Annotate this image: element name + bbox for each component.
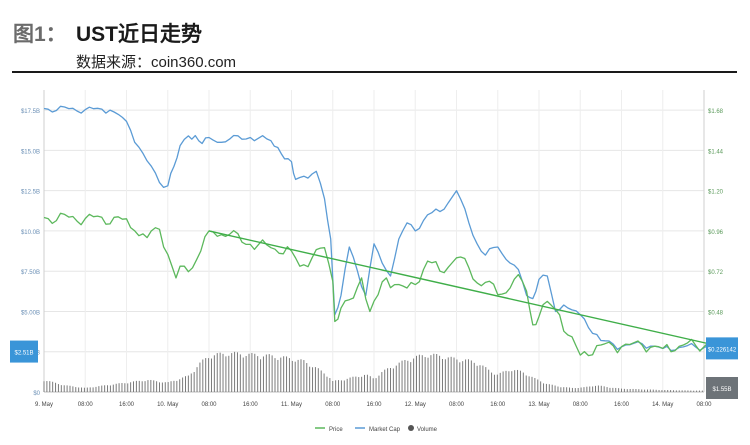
left-tick-label: $0 — [33, 391, 40, 397]
x-tick-label: 9. May — [35, 402, 53, 408]
x-tick-label: 08:00 — [573, 402, 589, 408]
right-tick-label: $1.20 — [708, 190, 724, 196]
x-tick-label: 10. May — [157, 402, 178, 408]
figure-title: UST近日走势 — [76, 23, 202, 46]
market-cap-tag-text: $2.51B — [14, 351, 33, 357]
left-tick-label: $10.0B — [21, 230, 40, 236]
x-tick-label: 16:00 — [119, 402, 135, 408]
legend-market-cap-label: Market Cap — [369, 427, 401, 433]
left-tick-label: $7.50B — [21, 270, 40, 276]
price-tag-text: $0.226142 — [708, 347, 737, 353]
right-tick-label: $0.72 — [708, 270, 724, 276]
figure-source: 数据来源：coin360.com — [76, 54, 237, 71]
left-tick-label: $15.0B — [21, 149, 40, 155]
x-tick-label: 12. May — [405, 402, 426, 408]
volume-tag — [706, 377, 738, 399]
left-tick-label: $5.00B — [21, 310, 40, 316]
x-tick-label: 08:00 — [325, 402, 341, 408]
x-tick-label: 16:00 — [490, 402, 506, 408]
right-tick-label: $1.44 — [708, 149, 724, 155]
chart-area[interactable]: $0$0$2.50B$0.24$5.00B$0.48$7.50B$0.72$10… — [10, 82, 740, 440]
x-tick-label: 08:00 — [78, 402, 94, 408]
x-tick-label: 08:00 — [696, 402, 712, 408]
legend-volume-swatch[interactable] — [408, 425, 414, 431]
x-tick-label: 11. May — [281, 402, 302, 408]
x-tick-label: 08:00 — [201, 402, 217, 408]
right-tick-label: $0.48 — [708, 310, 724, 316]
x-tick-label: 14. May — [652, 402, 673, 408]
x-tick-label: 16:00 — [243, 402, 259, 408]
x-tick-label: 16:00 — [614, 402, 630, 408]
x-tick-label: 16:00 — [366, 402, 382, 408]
volume-tag-text: $1.55B — [712, 387, 731, 393]
left-tick-label: $12.5B — [21, 190, 40, 196]
legend-price-label: Price — [329, 427, 343, 433]
x-tick-label: 08:00 — [449, 402, 465, 408]
right-tick-label: $1.68 — [708, 109, 724, 115]
price-trend-line — [208, 230, 715, 346]
right-tick-label: $0.96 — [708, 230, 724, 236]
left-tick-label: $17.5B — [21, 109, 40, 115]
market-cap-tag — [10, 340, 38, 363]
figure-label: 图1： — [13, 23, 67, 46]
legend-volume-label: Volume — [417, 427, 438, 433]
ust-price-chart[interactable]: $0$0$2.50B$0.24$5.00B$0.48$7.50B$0.72$10… — [10, 82, 740, 440]
market-cap-line — [43, 105, 715, 352]
price-line — [43, 212, 715, 357]
price-tag — [706, 337, 738, 360]
title-divider — [12, 71, 737, 73]
x-tick-label: 13. May — [528, 402, 549, 408]
